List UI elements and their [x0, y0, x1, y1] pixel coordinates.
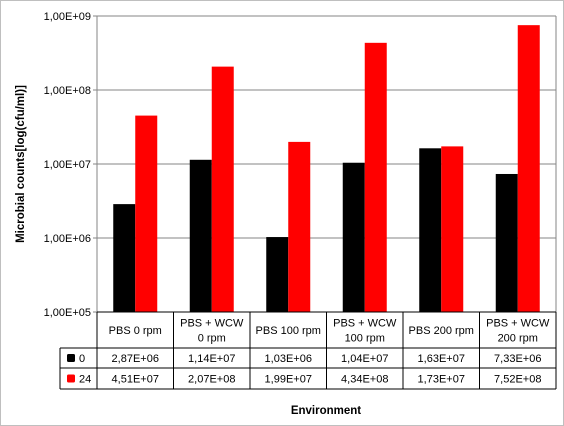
axis-layer: 1,00E+05 1,00E+06 1,00E+07 1,00E+08 1,00E+09	[44, 11, 557, 319]
data-table: PBS 0 rpm PBS + WCW 0 rpm PBS 100 rpm PBS + …	[59, 311, 557, 390]
data-label: 7,33E+06	[494, 353, 541, 365]
bar-series-0-6	[495, 173, 518, 312]
category-label: PBS + WCW	[486, 318, 550, 330]
y-tick-label: 1,00E+09	[44, 11, 91, 23]
bar-series-0-4	[342, 162, 365, 312]
category-label: PBS + WCW	[180, 318, 244, 330]
bar-series-24-5	[441, 146, 464, 312]
bar-series-0-3	[266, 237, 289, 312]
legend-swatch-0	[67, 354, 75, 362]
data-label: 2,87E+06	[112, 353, 159, 365]
data-label: 1,04E+07	[341, 353, 388, 365]
bar-series-24-3	[288, 141, 311, 312]
data-label: 1,63E+07	[418, 353, 465, 365]
category-label: PBS + WCW	[333, 318, 397, 330]
category-label: 200 rpm	[498, 333, 538, 345]
category-label: 100 rpm	[345, 333, 385, 345]
data-label: 1,73E+07	[418, 374, 465, 386]
y-tick-label: 1,00E+05	[44, 307, 91, 319]
data-label: 2,07E+08	[188, 374, 235, 386]
data-label: 4,34E+08	[341, 374, 388, 386]
bar-series-0-1	[113, 204, 136, 312]
y-tick-label: 1,00E+06	[44, 233, 91, 245]
x-axis-label: Environment	[291, 405, 361, 417]
legend-swatch-24	[67, 374, 75, 383]
data-label: 1,99E+07	[265, 374, 312, 386]
legend-label-24: 24	[79, 374, 91, 386]
bar-series-24-2	[211, 66, 234, 312]
bar-series-24-4	[364, 42, 387, 313]
category-label: PBS 100 rpm	[256, 325, 321, 337]
bars-layer	[113, 25, 540, 313]
y-tick-label: 1,00E+07	[44, 159, 91, 171]
category-label: 0 rpm	[198, 333, 226, 345]
y-axis-label: Microbial counts[log(cfu/ml)]	[15, 85, 27, 243]
data-label: 1,03E+06	[265, 353, 312, 365]
data-label: 7,52E+08	[494, 374, 541, 386]
data-label: 1,14E+07	[188, 353, 235, 365]
legend-label-0: 0	[79, 353, 85, 365]
data-label: 4,51E+07	[112, 374, 159, 386]
bar-series-24-6	[517, 25, 540, 312]
category-label: PBS 0 rpm	[109, 325, 162, 337]
category-label: PBS 200 rpm	[409, 325, 474, 337]
y-tick-label: 1,00E+08	[44, 85, 91, 97]
bar-series-24-1	[135, 115, 158, 312]
bar-series-0-5	[419, 148, 442, 312]
bar-series-0-2	[189, 159, 212, 312]
